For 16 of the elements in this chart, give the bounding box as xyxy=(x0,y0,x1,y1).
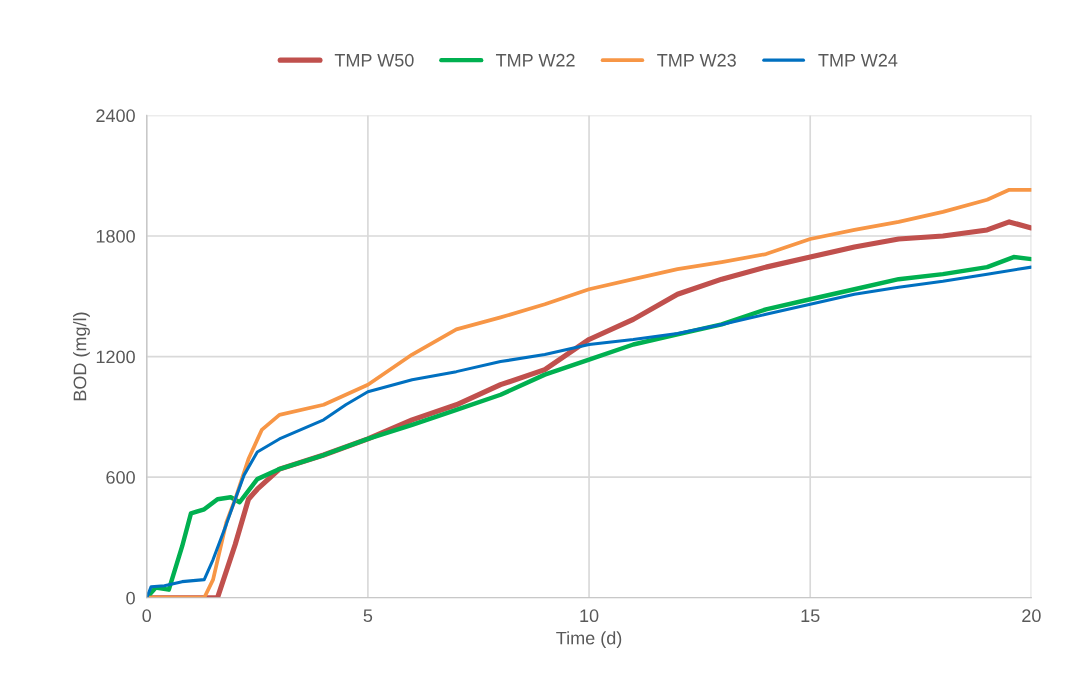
x-tick-label: 0 xyxy=(142,609,152,623)
x-axis-title: Time (d) xyxy=(556,631,622,649)
y-tick-label: 1200 xyxy=(96,350,135,364)
y-tick-label: 0 xyxy=(126,591,135,605)
x-tick-label: 10 xyxy=(580,609,599,623)
y-tick-label: 600 xyxy=(106,471,135,484)
legend-label: TMP W50 xyxy=(334,53,414,67)
y-axis-title: BOD (mg/l) xyxy=(73,312,90,401)
y-tick-label: 2400 xyxy=(96,109,135,123)
x-tick-label: 5 xyxy=(363,609,373,623)
legend-label: TMP W23 xyxy=(657,53,736,67)
legend-label: TMP W22 xyxy=(495,53,575,67)
legend-label: TMP W24 xyxy=(818,53,898,67)
x-tick-label: 20 xyxy=(1022,609,1041,623)
x-tick-label: 15 xyxy=(801,609,820,623)
y-tick-label: 1800 xyxy=(96,229,135,243)
